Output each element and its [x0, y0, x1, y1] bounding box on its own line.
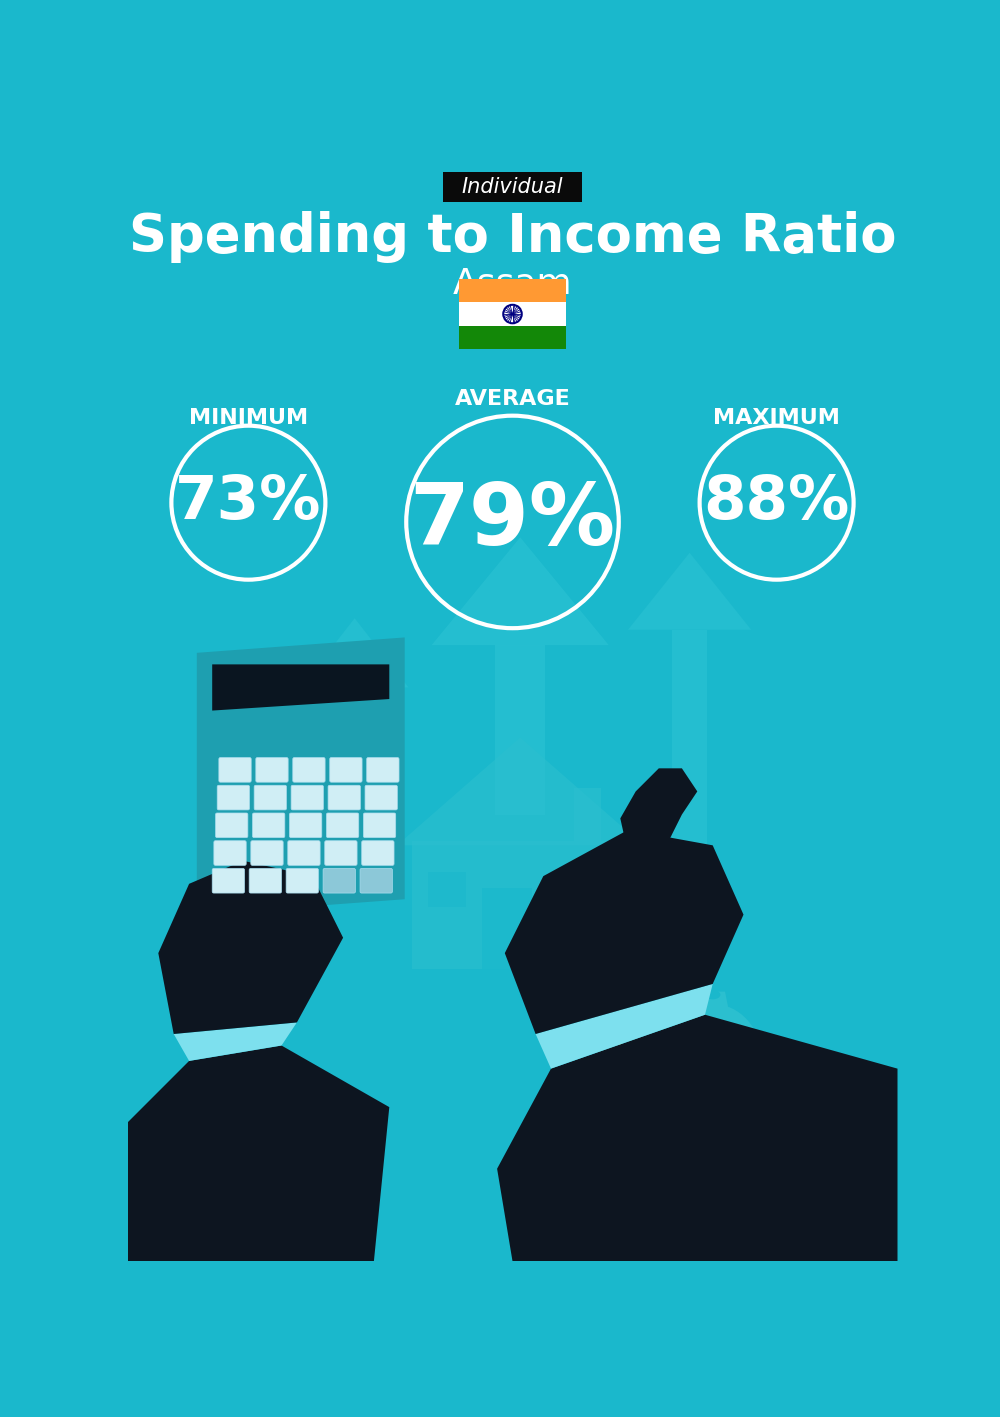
FancyBboxPatch shape: [219, 758, 251, 782]
FancyBboxPatch shape: [286, 869, 318, 893]
Bar: [625, 976, 694, 990]
FancyBboxPatch shape: [360, 869, 392, 893]
FancyBboxPatch shape: [252, 813, 285, 837]
Polygon shape: [212, 665, 389, 710]
FancyBboxPatch shape: [256, 758, 288, 782]
Ellipse shape: [705, 990, 720, 999]
Bar: [574, 873, 613, 907]
Text: MINIMUM: MINIMUM: [189, 408, 308, 428]
FancyBboxPatch shape: [289, 813, 322, 837]
FancyBboxPatch shape: [362, 840, 394, 866]
Polygon shape: [432, 537, 609, 645]
Bar: [574, 788, 601, 842]
Polygon shape: [505, 830, 744, 1034]
Polygon shape: [128, 1046, 389, 1261]
Bar: [495, 645, 545, 815]
FancyBboxPatch shape: [291, 785, 323, 811]
FancyBboxPatch shape: [326, 813, 359, 837]
Polygon shape: [536, 983, 713, 1068]
FancyBboxPatch shape: [367, 758, 399, 782]
Text: Assam: Assam: [453, 266, 572, 300]
Text: Individual: Individual: [462, 177, 563, 197]
Ellipse shape: [663, 1005, 762, 1115]
Text: $: $: [607, 1010, 634, 1047]
FancyBboxPatch shape: [328, 785, 360, 811]
FancyBboxPatch shape: [323, 869, 355, 893]
Text: $: $: [693, 1036, 732, 1090]
Text: MAXIMUM: MAXIMUM: [713, 408, 840, 428]
FancyBboxPatch shape: [363, 813, 396, 837]
Bar: [619, 981, 688, 995]
FancyBboxPatch shape: [251, 840, 283, 866]
Bar: [631, 972, 700, 985]
Polygon shape: [174, 1023, 297, 1061]
FancyBboxPatch shape: [217, 785, 250, 811]
Bar: [412, 842, 628, 969]
Polygon shape: [497, 1015, 898, 1261]
FancyBboxPatch shape: [365, 785, 397, 811]
Polygon shape: [301, 618, 409, 687]
Polygon shape: [158, 860, 343, 1034]
FancyBboxPatch shape: [254, 785, 286, 811]
FancyBboxPatch shape: [214, 840, 246, 866]
Text: 73%: 73%: [175, 473, 322, 533]
Bar: [459, 279, 566, 302]
Text: 88%: 88%: [703, 473, 850, 533]
Text: AVERAGE: AVERAGE: [455, 388, 570, 408]
FancyBboxPatch shape: [293, 758, 325, 782]
Polygon shape: [628, 553, 751, 629]
Text: 79%: 79%: [409, 480, 616, 564]
Bar: [459, 302, 566, 326]
Ellipse shape: [586, 989, 654, 1064]
Polygon shape: [697, 992, 728, 1007]
Bar: [428, 873, 466, 907]
Bar: [672, 629, 707, 869]
FancyBboxPatch shape: [249, 869, 282, 893]
FancyBboxPatch shape: [216, 813, 248, 837]
FancyBboxPatch shape: [288, 840, 320, 866]
Bar: [613, 985, 682, 999]
Bar: [459, 326, 566, 349]
Bar: [482, 887, 532, 969]
Ellipse shape: [615, 979, 626, 985]
Bar: [637, 966, 707, 981]
Polygon shape: [197, 638, 405, 914]
FancyBboxPatch shape: [212, 869, 245, 893]
Polygon shape: [397, 737, 643, 846]
FancyBboxPatch shape: [443, 173, 582, 201]
Text: Spending to Income Ratio: Spending to Income Ratio: [129, 211, 896, 264]
Polygon shape: [620, 768, 697, 853]
Polygon shape: [610, 981, 631, 990]
FancyBboxPatch shape: [330, 758, 362, 782]
FancyBboxPatch shape: [325, 840, 357, 866]
Bar: [339, 687, 370, 788]
